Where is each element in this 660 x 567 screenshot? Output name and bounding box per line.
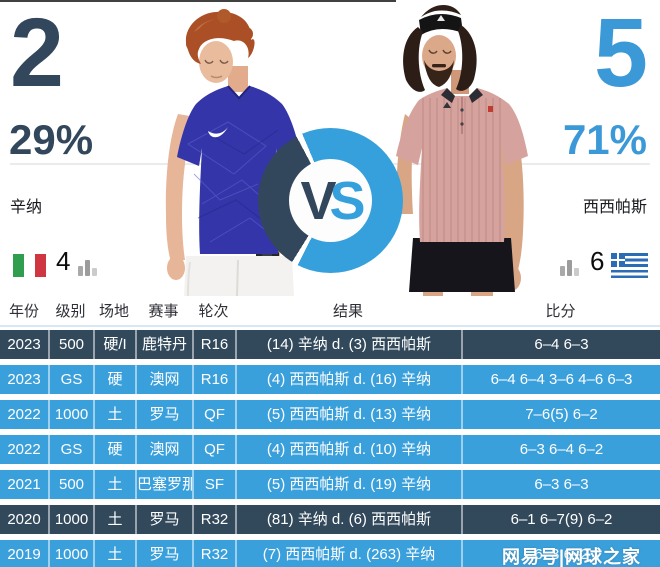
top-crop-strip (0, 0, 396, 2)
cell-surface: 土 (93, 540, 135, 567)
cell-event: 澳网 (135, 435, 192, 464)
h2h-table: 年份 级别 场地 赛事 轮次 结果 比分 2023 500 硬/I 鹿特丹 R1… (0, 296, 660, 567)
right-win-percent: 71% (562, 116, 647, 163)
cell-round: QF (192, 435, 235, 464)
cell-level: 1000 (48, 540, 93, 567)
col-event: 赛事 (148, 303, 179, 320)
greece-flag-icon (611, 253, 648, 278)
cell-surface: 硬 (93, 365, 135, 394)
cell-round: R16 (192, 330, 235, 359)
rank-bars-icon (560, 259, 581, 276)
cell-round: QF (192, 400, 235, 429)
col-year: 年份 (8, 303, 39, 320)
vs-letter-s: S (329, 170, 366, 231)
cell-level: 500 (48, 470, 93, 499)
cell-level: 1000 (48, 400, 93, 429)
cell-surface: 土 (93, 400, 135, 429)
cell-event: 鹿特丹 (135, 330, 192, 359)
cell-result: (7) 西西帕斯 d. (263) 辛纳 (235, 540, 461, 567)
table-row: 2020 1000 土 罗马 R32 (81) 辛纳 d. (6) 西西帕斯 6… (0, 505, 660, 534)
cell-year: 2023 (0, 330, 48, 359)
cell-result: (14) 辛纳 d. (3) 西西帕斯 (235, 330, 461, 359)
right-player-name: 西西帕斯 (582, 199, 647, 216)
vs-letter-v: V (300, 170, 336, 231)
table-header-row: 年份 级别 场地 赛事 轮次 结果 比分 (0, 296, 660, 327)
cell-score: 6–3 6–2 (461, 540, 660, 567)
table-row: 2021 500 土 巴塞罗那 SF (5) 西西帕斯 d. (19) 辛纳 6… (0, 470, 660, 499)
cell-result: (5) 西西帕斯 d. (19) 辛纳 (235, 470, 461, 499)
cell-result: (4) 西西帕斯 d. (16) 辛纳 (235, 365, 461, 394)
cell-year: 2023 (0, 365, 48, 394)
cell-score: 6–3 6–4 6–2 (461, 435, 660, 464)
table-row: 2022 GS 硬 澳网 QF (4) 西西帕斯 d. (10) 辛纳 6–3 … (0, 435, 660, 464)
player-photo-right (396, 5, 528, 298)
cell-level: GS (48, 365, 93, 394)
vs-label: V S (289, 159, 372, 242)
left-player-rank: 4 (56, 246, 71, 276)
cell-result: (5) 西西帕斯 d. (13) 辛纳 (235, 400, 461, 429)
right-wins-count: 5 (594, 0, 648, 107)
right-player-rank: 6 (590, 246, 605, 276)
cell-round: R32 (192, 540, 235, 567)
cell-surface: 硬/I (93, 330, 135, 359)
tsitsipas-figure (396, 5, 528, 298)
left-divider (10, 163, 320, 165)
table-row: 2022 1000 土 罗马 QF (5) 西西帕斯 d. (13) 辛纳 7–… (0, 400, 660, 429)
cell-level: GS (48, 435, 93, 464)
cell-result: (4) 西西帕斯 d. (10) 辛纳 (235, 435, 461, 464)
col-level: 级别 (55, 303, 86, 320)
cell-surface: 土 (93, 505, 135, 534)
cell-round: SF (192, 470, 235, 499)
cell-year: 2021 (0, 470, 48, 499)
cell-round: R16 (192, 365, 235, 394)
cell-year: 2020 (0, 505, 48, 534)
italy-flag-icon (13, 254, 46, 277)
rank-bars-icon (78, 259, 99, 276)
col-surface: 场地 (98, 303, 129, 320)
col-score: 比分 (545, 303, 576, 320)
cell-surface: 硬 (93, 435, 135, 464)
cell-event: 罗马 (135, 540, 192, 567)
table-row: 2023 GS 硬 澳网 R16 (4) 西西帕斯 d. (16) 辛纳 6–4… (0, 365, 660, 394)
cell-year: 2022 (0, 400, 48, 429)
left-player-name: 辛纳 (10, 199, 43, 216)
cell-score: 7–6(5) 6–2 (461, 400, 660, 429)
cell-level: 500 (48, 330, 93, 359)
left-win-percent: 29% (9, 116, 94, 163)
cell-score: 6–1 6–7(9) 6–2 (461, 505, 660, 534)
left-wins-count: 2 (10, 0, 64, 107)
cell-level: 1000 (48, 505, 93, 534)
cell-result: (81) 辛纳 d. (6) 西西帕斯 (235, 505, 461, 534)
cell-score: 6–3 6–3 (461, 470, 660, 499)
cell-round: R32 (192, 505, 235, 534)
cell-event: 罗马 (135, 400, 192, 429)
cell-event: 澳网 (135, 365, 192, 394)
cell-event: 巴塞罗那 (135, 470, 192, 499)
cell-event: 罗马 (135, 505, 192, 534)
vs-badge: V S (258, 128, 403, 273)
cell-score: 6–4 6–3 (461, 330, 660, 359)
cell-surface: 土 (93, 470, 135, 499)
table-row: 2023 500 硬/I 鹿特丹 R16 (14) 辛纳 d. (3) 西西帕斯… (0, 330, 660, 359)
cell-year: 2022 (0, 435, 48, 464)
col-result: 结果 (332, 303, 363, 320)
table-row: 2019 1000 土 罗马 R32 (7) 西西帕斯 d. (263) 辛纳 … (0, 540, 660, 567)
col-round: 轮次 (198, 303, 229, 320)
cell-year: 2019 (0, 540, 48, 567)
cell-score: 6–4 6–4 3–6 4–6 6–3 (461, 365, 660, 394)
watermark: 网易号|网球之家 (502, 547, 642, 567)
